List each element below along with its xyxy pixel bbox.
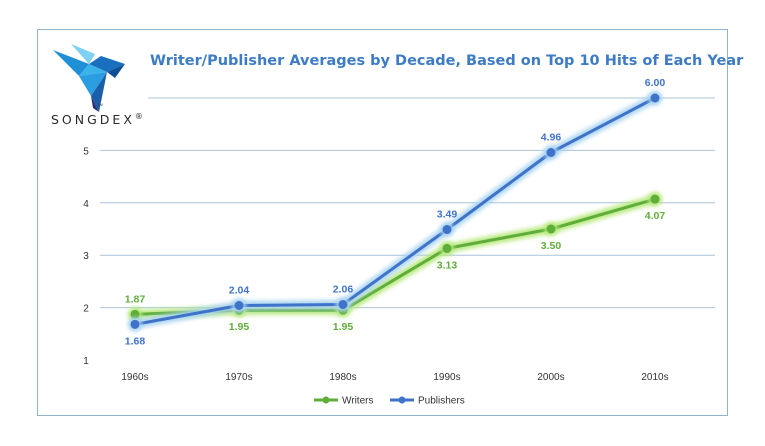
data-point [650, 194, 660, 204]
x-tick-label: 2000s [537, 372, 564, 383]
data-label: 3.49 [437, 209, 458, 221]
data-point [442, 243, 452, 253]
data-label: 6.00 [645, 77, 666, 89]
legend-label: Publishers [418, 396, 465, 407]
data-label: 2.06 [333, 283, 354, 295]
series-line [133, 96, 657, 326]
trademark-mark: TM [97, 102, 103, 107]
series-glow [130, 93, 660, 329]
data-label: 1.95 [333, 321, 354, 333]
y-tick-label: 5 [83, 146, 89, 157]
data-label: 3.50 [541, 240, 562, 252]
series-line [133, 197, 657, 316]
legend-label: Writers [342, 396, 373, 407]
brand-wordmark: SONGDEX® [51, 112, 146, 127]
data-label: 1.95 [229, 321, 250, 333]
chart-title: Writer/Publisher Averages by Decade, Bas… [150, 53, 744, 69]
x-tick-label: 1960s [121, 372, 148, 383]
data-point [442, 225, 452, 235]
songdex-bird-logo-icon: TM [53, 44, 125, 112]
series-publishers [128, 91, 662, 332]
y-tick-label: 4 [83, 199, 89, 210]
data-point [546, 147, 556, 157]
data-point [546, 224, 556, 234]
y-tick-label: 1 [83, 356, 89, 367]
legend-marker [322, 396, 330, 404]
data-point [234, 301, 244, 311]
x-tick-label: 1990s [433, 372, 460, 383]
data-label: 4.96 [541, 131, 562, 143]
data-point [130, 309, 140, 319]
x-tick-label: 1970s [225, 372, 252, 383]
data-label: 1.68 [125, 335, 146, 347]
data-label: 2.04 [229, 285, 250, 297]
y-tick-label: 3 [83, 251, 89, 262]
registered-mark: ® [134, 112, 146, 121]
data-point [130, 319, 140, 329]
x-tick-label: 1980s [329, 372, 356, 383]
x-tick-label: 2010s [641, 372, 668, 383]
brand-name: SONGDEX [51, 112, 135, 127]
data-label: 1.87 [125, 293, 146, 305]
y-tick-label: 2 [83, 304, 89, 315]
series-glow [130, 194, 660, 319]
series-writers [128, 192, 662, 322]
data-point [650, 93, 660, 103]
data-label: 3.13 [437, 259, 458, 271]
data-point [338, 299, 348, 309]
chart-frame [37, 29, 728, 416]
data-label: 4.07 [645, 210, 666, 222]
legend-marker [398, 396, 406, 404]
